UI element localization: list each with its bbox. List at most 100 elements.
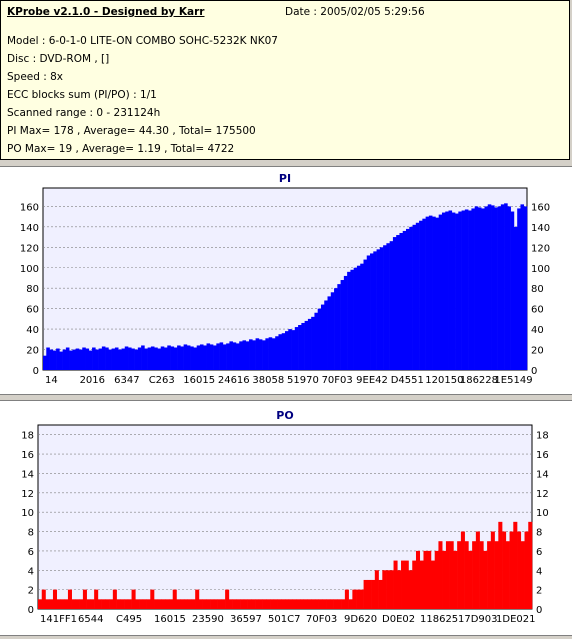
data-bar [56, 599, 61, 609]
data-bar [291, 330, 296, 370]
data-bar [105, 599, 110, 609]
data-bar [320, 304, 325, 370]
data-bar [49, 599, 54, 609]
data-bar [419, 220, 423, 370]
data-bar [401, 560, 406, 609]
data-bar [363, 259, 368, 370]
data-bar [167, 345, 171, 370]
x-tick-label: 70F03 [322, 375, 353, 386]
y-tick-label-left: 14 [21, 469, 34, 480]
data-bar [206, 343, 211, 370]
data-bar [147, 347, 152, 370]
x-tick-label: 6347 [114, 375, 139, 386]
data-bar [229, 341, 233, 370]
data-bar [322, 599, 327, 609]
data-bar [278, 334, 283, 370]
data-bar [78, 349, 83, 370]
data-bar [75, 348, 80, 370]
data-bar [65, 347, 70, 370]
data-bar [397, 570, 402, 609]
y-tick-label-right: 12 [536, 489, 549, 500]
data-bar [288, 599, 293, 609]
data-bar [157, 599, 162, 609]
y-tick-label-left: 6 [28, 547, 34, 558]
scan-date: Date : 2005/02/05 5:29:56 [285, 6, 425, 18]
data-bar [477, 207, 482, 370]
pi-chart: PI 0 0 20 20 40 40 60 60 80 80 100 100 120 120 140 140 16… [20, 172, 550, 386]
data-bar [294, 327, 299, 370]
data-bar [62, 349, 67, 370]
y-tick-label-right: 10 [536, 508, 549, 519]
data-bar [498, 521, 503, 609]
range-line: Scanned range : 0 - 231124h [7, 107, 161, 119]
pi-chart-panel: PI 0 0 20 20 40 40 60 60 80 80 100 100 120 120 140 140 16… [0, 166, 572, 395]
data-bar [442, 550, 447, 609]
y-tick-label-left: 20 [26, 346, 39, 357]
data-bar [176, 599, 181, 609]
data-bar [222, 344, 227, 370]
data-bar [481, 208, 485, 370]
y-tick-label-left: 12 [21, 489, 34, 500]
data-bar [504, 203, 508, 370]
data-bar [251, 599, 256, 609]
data-bar [150, 346, 155, 370]
data-bar [523, 206, 528, 370]
data-bar [172, 589, 177, 609]
data-bar [352, 589, 357, 609]
data-bar [69, 350, 73, 370]
data-bar [105, 347, 109, 370]
data-bar [112, 589, 117, 609]
data-bar [458, 211, 462, 370]
x-tick-label: D0E02 [382, 614, 415, 625]
y-tick-label-left: 160 [20, 202, 39, 213]
data-bar [296, 599, 301, 609]
data-bar [432, 216, 436, 370]
x-tick-label: 1E5149 [494, 375, 532, 386]
data-bar [88, 350, 93, 370]
data-bar [344, 589, 349, 609]
data-bar [513, 521, 518, 609]
data-bar [389, 570, 394, 609]
data-bar [273, 599, 278, 609]
data-bar [186, 345, 191, 370]
data-bar [311, 316, 315, 370]
data-bar [173, 347, 178, 370]
data-bar [219, 342, 224, 370]
data-bar [471, 208, 475, 370]
y-tick-label-left: 0 [28, 605, 34, 616]
data-bar [378, 579, 383, 609]
data-bar [350, 269, 354, 370]
data-bar [177, 345, 181, 370]
data-bar [314, 312, 319, 370]
data-bar [225, 589, 230, 609]
data-bar [213, 345, 217, 370]
data-bar [333, 599, 338, 609]
data-bar [165, 599, 170, 609]
data-bar [409, 226, 413, 370]
speed-line: Speed : 8x [7, 71, 64, 83]
data-bar [213, 599, 218, 609]
x-tick-label: 1DE021 [496, 614, 535, 625]
y-tick-label-right: 2 [536, 586, 542, 597]
data-bar [524, 531, 529, 609]
data-bar [135, 599, 140, 609]
data-bar [285, 599, 290, 609]
data-bar [150, 589, 155, 609]
data-bar [116, 599, 121, 609]
data-bar [510, 211, 515, 370]
y-tick-label-left: 8 [28, 528, 34, 539]
data-bar [479, 541, 484, 609]
y-tick-label-left: 4 [28, 566, 34, 577]
data-bar [435, 217, 440, 370]
disc-line: Disc : DVD-ROM , [] [7, 53, 110, 65]
data-bar [449, 541, 454, 609]
y-tick-label-right: 60 [531, 305, 544, 316]
data-bar [396, 235, 400, 370]
data-bar [210, 599, 215, 609]
data-bar [505, 541, 510, 609]
x-tick-label: 17D903 [458, 614, 498, 625]
data-bar [386, 243, 390, 370]
x-tick-label: 2016 [80, 375, 105, 386]
data-bar [330, 292, 335, 370]
data-bar [216, 343, 220, 370]
